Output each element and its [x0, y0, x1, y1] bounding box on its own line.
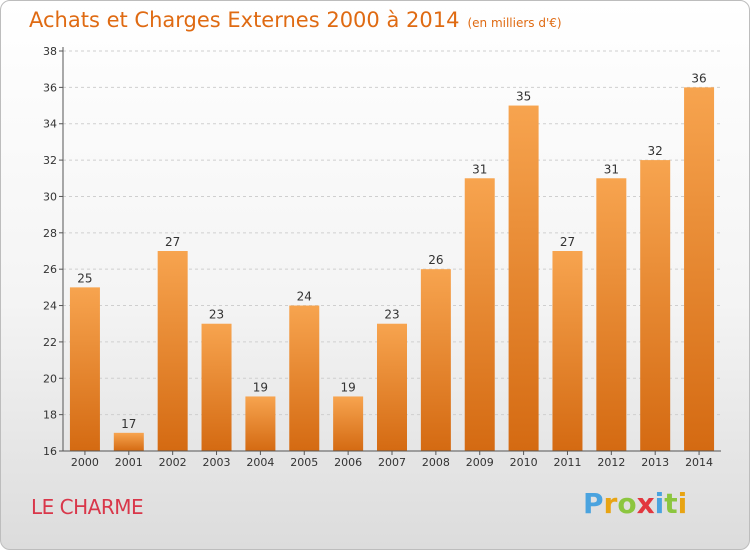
bar: [640, 160, 671, 451]
proxiti-logo: Proxiti: [583, 487, 687, 520]
bar: [69, 287, 100, 451]
logo-letter: x: [636, 487, 655, 520]
y-tick-label: 18: [43, 409, 57, 422]
bar-value-label: 19: [340, 380, 355, 394]
y-tick-label: 34: [43, 118, 57, 131]
logo-letter: i: [654, 487, 665, 520]
y-tick-label: 28: [43, 227, 57, 240]
bars: [69, 87, 715, 452]
x-tick-label: 2001: [115, 456, 143, 469]
y-tick-label: 32: [43, 154, 57, 167]
y-tick-label: 38: [43, 45, 57, 58]
bar: [113, 432, 144, 451]
x-tick-label: 2009: [466, 456, 494, 469]
chart-subtitle: (en milliers d'€): [467, 16, 562, 30]
y-tick-label: 24: [43, 300, 57, 313]
bar-value-label: 24: [297, 290, 312, 304]
bar-value-label: 31: [604, 162, 619, 176]
bar-value-label: 23: [209, 308, 224, 322]
x-tick-label: 2012: [597, 456, 625, 469]
bar: [201, 323, 232, 451]
bar-value-label: 36: [691, 71, 706, 85]
bar-value-label: 23: [384, 308, 399, 322]
bar: [552, 251, 583, 451]
x-tick-label: 2007: [378, 456, 406, 469]
labels: 16 18 20 22 24 26 28 30 32 34 36 38 25 2000 17 2001 27 20…: [43, 45, 713, 469]
y-tick-label: 36: [43, 81, 57, 94]
bar-value-label: 27: [560, 235, 575, 249]
chart-title: Achats et Charges Externes 2000 à 2014 (e…: [29, 8, 562, 32]
bar-value-label: 26: [428, 253, 443, 267]
axes: [59, 47, 721, 455]
bar: [377, 323, 407, 451]
bar-value-label: 35: [516, 90, 531, 104]
bar: [289, 305, 320, 451]
x-tick-label: 2003: [203, 456, 231, 469]
bar: [157, 251, 188, 451]
x-tick-label: 2011: [553, 456, 581, 469]
y-tick-label: 20: [43, 372, 57, 385]
y-tick-label: 16: [43, 445, 57, 458]
logo-letter: P: [583, 487, 604, 520]
x-tick-label: 2002: [159, 456, 187, 469]
bar: [420, 269, 451, 451]
chart-title-text: Achats et Charges Externes 2000 à 2014: [29, 8, 460, 32]
x-tick-label: 2006: [334, 456, 362, 469]
bar: [508, 105, 539, 451]
bar-value-label: 17: [121, 417, 136, 431]
bar-value-label: 32: [648, 144, 663, 158]
bar: [245, 396, 276, 451]
x-tick-label: 2005: [290, 456, 318, 469]
x-tick-label: 2004: [246, 456, 274, 469]
bar-value-label: 27: [165, 235, 180, 249]
x-tick-label: 2013: [641, 456, 669, 469]
place-name: LE CHARME: [31, 495, 144, 519]
logo-letter: t: [664, 487, 678, 520]
y-tick-label: 30: [43, 190, 57, 203]
y-tick-label: 26: [43, 263, 57, 276]
bar: [684, 87, 715, 451]
bar: [596, 178, 627, 452]
bar-value-label: 31: [472, 162, 487, 176]
logo-letter: i: [677, 487, 688, 520]
x-tick-label: 2014: [685, 456, 713, 469]
x-tick-label: 2000: [71, 456, 99, 469]
logo-letter: o: [617, 487, 637, 520]
bar: [333, 396, 364, 451]
bar-value-label: 19: [253, 380, 268, 394]
bar: [464, 178, 495, 452]
x-tick-label: 2008: [422, 456, 450, 469]
y-tick-label: 22: [43, 336, 57, 349]
logo-letter: r: [603, 487, 618, 520]
x-tick-label: 2010: [510, 456, 538, 469]
bar-value-label: 25: [77, 271, 92, 285]
